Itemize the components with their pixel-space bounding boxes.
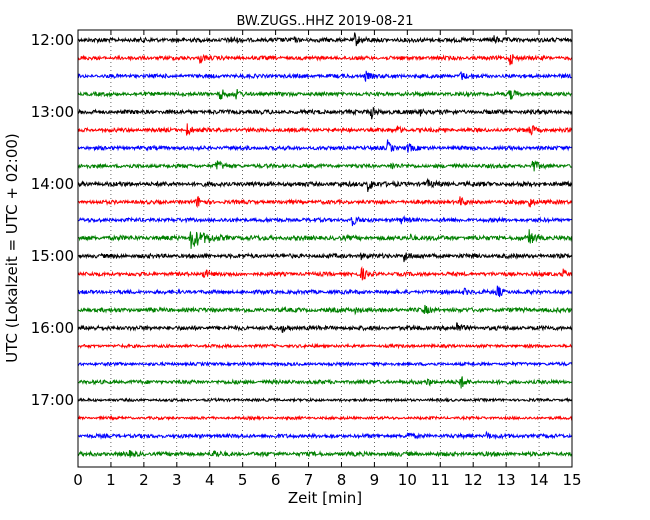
trace-1430: [77, 214, 573, 227]
x-tick-label-1: 1: [106, 471, 116, 489]
trace-1530: [77, 285, 573, 298]
traces: [77, 32, 573, 458]
trace-1400: [77, 177, 573, 192]
trace-1500: [77, 251, 573, 263]
x-axis-label: Zeit [min]: [288, 489, 362, 507]
x-tick-label-10: 10: [398, 471, 417, 489]
x-tick-label-15: 15: [562, 471, 581, 489]
y-tick-label-15:00: 15:00: [31, 247, 74, 265]
x-tick-label-3: 3: [172, 471, 182, 489]
x-tick-label-8: 8: [337, 471, 347, 489]
x-tick-label-0: 0: [73, 471, 83, 489]
y-tick-label-17:00: 17:00: [31, 391, 74, 409]
trace-1630: [77, 360, 573, 368]
x-tick-label-9: 9: [370, 471, 380, 489]
chart-title: BW.ZUGS..HHZ 2019-08-21: [236, 14, 413, 29]
x-tick-label-4: 4: [205, 471, 215, 489]
x-tick-label-6: 6: [271, 471, 281, 489]
trace-1600: [77, 322, 573, 334]
x-tick-label-14: 14: [530, 471, 549, 489]
trace-1415: [77, 196, 573, 209]
grid: [110, 30, 540, 467]
trace-1745: [77, 449, 573, 458]
trace-1700: [77, 396, 573, 404]
y-tick-label-13:00: 13:00: [31, 103, 74, 121]
plot-frame: [77, 29, 573, 468]
trace-1245: [77, 88, 573, 100]
y-tick-label-16:00: 16:00: [31, 319, 74, 337]
x-tick-label-2: 2: [139, 471, 149, 489]
trace-1230: [77, 70, 573, 82]
x-tick-label-11: 11: [431, 471, 450, 489]
trace-1200: [77, 32, 573, 47]
trace-1730: [77, 430, 573, 440]
trace-1315: [77, 123, 573, 136]
trace-1330: [77, 139, 573, 153]
trace-1715: [77, 414, 573, 422]
trace-1515: [77, 265, 573, 281]
y-axis-ticks: 12:00 13:00 14:00 15:00 16:00 17:00: [31, 31, 572, 409]
trace-1645: [77, 376, 573, 389]
y-axis-label: UTC (Lokalzeit = UTC + 02:00): [3, 133, 21, 363]
x-tick-label-5: 5: [238, 471, 248, 489]
x-tick-label-12: 12: [464, 471, 483, 489]
y-tick-label-12:00: 12:00: [31, 31, 74, 49]
y-tick-label-14:00: 14:00: [31, 175, 74, 193]
trace-1445: [77, 229, 573, 249]
x-tick-label-7: 7: [304, 471, 314, 489]
trace-1215: [77, 53, 573, 66]
x-axis-ticks: 0 1 2 3 4 5 6 7 8 9 10 11 12 13 14 15: [73, 30, 582, 489]
trace-1615: [77, 342, 573, 350]
trace-1300: [77, 106, 573, 120]
trace-1545: [77, 304, 573, 316]
trace-1345: [77, 160, 573, 172]
x-tick-label-13: 13: [497, 471, 516, 489]
